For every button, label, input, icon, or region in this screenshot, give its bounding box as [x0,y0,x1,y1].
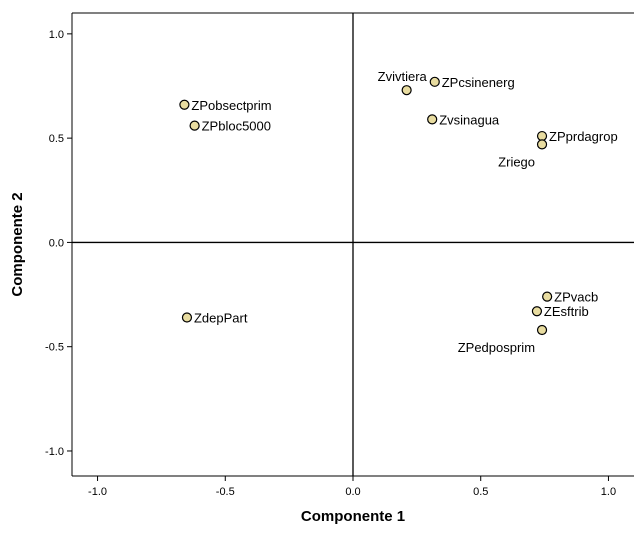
data-point-label: Zriego [498,154,535,169]
y-tick-label: 1.0 [49,29,64,41]
y-axis-title: Componente 2 [9,192,26,296]
x-tick-label: 0.5 [473,486,488,498]
data-points: ZPobsectprim ZPbloc5000 Zvivtiera ZPcsinene… [179,69,618,355]
x-tick-label: 1.0 [601,486,616,498]
data-point [427,114,438,125]
data-point [542,291,553,302]
data-point [401,85,412,96]
data-point-label: Zvsinagua [439,112,500,127]
data-point [536,324,548,336]
y-tick-label: 0.5 [49,133,64,145]
data-point [429,76,440,87]
data-point [531,306,543,317]
data-point-label: ZPbloc5000 [202,119,271,134]
data-point-label: ZPvacb [554,290,598,305]
x-tick-label: -1.0 [88,486,107,498]
data-point [181,312,193,323]
data-point-label: Zvivtiera [378,69,428,84]
data-point [536,130,548,142]
data-point-label: ZPprdagrop [549,129,618,144]
data-point [179,99,190,110]
x-axis-ticks: -1.0 -0.5 0.0 0.5 1.0 [88,476,616,498]
data-point [536,139,548,150]
y-tick-label: -1.0 [45,446,64,458]
data-point-label: ZPcsinenerg [442,75,515,90]
x-tick-label: 0.0 [345,486,360,498]
data-point-label: ZPedposprim [458,340,535,355]
data-point-label: ZdepPart [194,310,248,325]
data-point [189,120,200,131]
y-tick-label: 0.0 [49,237,64,249]
x-tick-label: -0.5 [216,486,235,498]
y-axis-ticks: -1.0 -0.5 0.0 0.5 1.0 [45,29,72,458]
data-point-label: ZPobsectprim [191,98,271,113]
y-tick-label: -0.5 [45,342,64,354]
reference-lines [72,13,634,476]
data-point-label: ZEsftrib [544,304,589,319]
x-axis-title: Componente 1 [301,508,405,525]
